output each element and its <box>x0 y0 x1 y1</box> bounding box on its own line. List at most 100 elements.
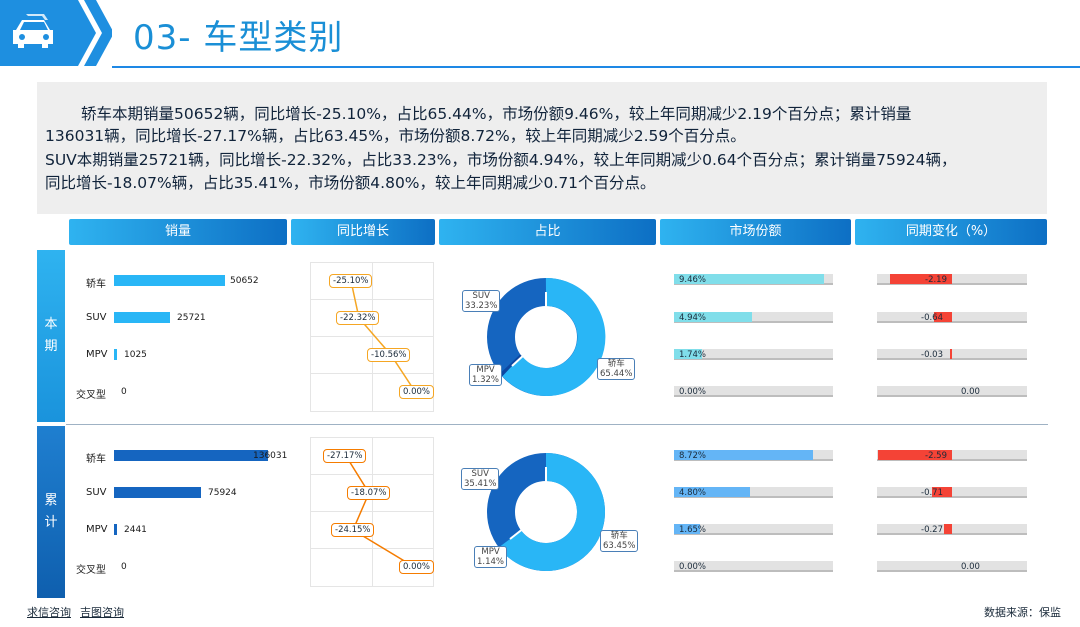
sales-value: 0 <box>121 562 127 572</box>
share-track <box>674 561 833 572</box>
category-label: 轿车 <box>86 279 106 290</box>
donut-label-sedan: 轿车 65.44% <box>597 358 636 380</box>
sales-value: 50652 <box>230 276 259 286</box>
growth-label: -10.56% <box>367 348 411 362</box>
page-title: 03- 车型类别 <box>133 18 344 58</box>
growth-label: -24.15% <box>331 523 375 537</box>
cumulative-growth-chart: -27.17% -18.07% -24.15% 0.00% <box>310 437 435 587</box>
sales-bar <box>114 275 225 286</box>
share-track <box>674 312 833 323</box>
column-header-growth: 同比增长 <box>291 219 435 245</box>
sales-bar <box>114 312 170 323</box>
share-track <box>674 386 833 397</box>
category-label: SUV <box>86 312 107 323</box>
share-bar <box>674 524 700 534</box>
column-header-change: 同期变化（%） <box>855 219 1047 245</box>
change-track <box>877 524 1027 535</box>
share-value: 0.00% <box>679 387 707 397</box>
donut-label-suv: SUV 33.23% <box>462 290 501 312</box>
category-label: 轿车 <box>86 454 106 465</box>
sales-bar <box>114 487 201 498</box>
header-banner <box>0 0 114 66</box>
sales-value: 25721 <box>177 313 206 323</box>
data-source: 数据来源：保监 <box>984 606 1061 619</box>
share-bar <box>674 312 752 322</box>
header-divider <box>112 66 1080 68</box>
column-header-sales: 销量 <box>69 219 287 245</box>
growth-line <box>345 455 417 569</box>
share-bar <box>674 450 813 460</box>
change-track <box>877 349 1027 360</box>
change-track <box>877 487 1027 498</box>
car-icon <box>0 0 114 66</box>
sales-value: 2441 <box>124 525 147 535</box>
sales-value: 1025 <box>124 350 147 360</box>
donut-chart <box>487 277 606 396</box>
footer-link-jitu[interactable]: 吉图咨询 <box>80 606 124 619</box>
sales-bar <box>114 524 117 535</box>
change-track <box>877 450 1027 461</box>
share-value: 4.94% <box>679 313 707 323</box>
share-bar <box>674 487 750 497</box>
category-label: MPV <box>86 349 108 360</box>
category-label: 交叉型 <box>76 390 106 401</box>
share-value: 8.72% <box>679 451 707 461</box>
change-bar <box>934 312 952 322</box>
share-track <box>674 524 833 535</box>
summary-box: 轿车本期销量50652辆，同比增长-25.10%，占比65.44%，市场份额9.… <box>37 82 1047 214</box>
donut-label-sedan: 轿车 63.45% <box>600 530 639 552</box>
share-bar <box>674 274 824 284</box>
share-value: 1.65% <box>679 525 707 535</box>
share-track <box>674 487 833 498</box>
sales-bar <box>114 349 117 360</box>
change-bar <box>950 349 952 359</box>
change-value: -0.03 <box>921 350 943 360</box>
sales-value: 75924 <box>208 488 237 498</box>
change-track <box>877 561 1027 572</box>
sales-bar <box>114 450 268 461</box>
growth-line <box>350 280 417 394</box>
sales-value: 0 <box>121 387 127 397</box>
growth-label: -22.32% <box>336 311 380 325</box>
summary-line: 136031辆，同比增长-27.17%辆，占比63.45%，市场份额8.72%，… <box>45 127 746 145</box>
section-label-char: 本 <box>44 317 58 332</box>
category-label: 交叉型 <box>76 565 106 576</box>
change-track <box>877 274 1027 285</box>
sales-value: 136031 <box>253 451 288 461</box>
change-bar <box>932 487 952 497</box>
section-divider <box>66 424 1048 425</box>
share-value: 9.46% <box>679 275 707 285</box>
change-value: -2.19 <box>925 275 947 285</box>
column-header-market-share: 市场份额 <box>660 219 851 245</box>
donut-label-mpv: MPV 1.14% <box>474 546 508 568</box>
change-value: 0.00 <box>961 562 980 572</box>
change-bar <box>878 450 952 460</box>
growth-label: -18.07% <box>347 486 391 500</box>
growth-label: -25.10% <box>329 274 373 288</box>
summary-line: 轿车本期销量50652辆，同比增长-25.10%，占比65.44%，市场份额9.… <box>81 105 912 123</box>
section-label-current: 本 期 <box>37 250 65 422</box>
footer-link-qiuxin[interactable]: 求信咨询 <box>27 606 71 619</box>
change-value: -0.27 <box>921 525 943 535</box>
share-value: 0.00% <box>679 562 707 572</box>
change-bar <box>944 524 952 534</box>
summary-line: SUV本期销量25721辆，同比增长-22.32%，占比33.23%，市场份额4… <box>45 151 957 169</box>
share-track <box>674 349 833 360</box>
column-header-share: 占比 <box>439 219 656 245</box>
change-value: -0.71 <box>921 488 943 498</box>
section-label-char: 期 <box>44 339 58 354</box>
change-value: -2.59 <box>925 451 947 461</box>
growth-label: -27.17% <box>323 449 367 463</box>
section-label-cumulative: 累 计 <box>37 426 65 598</box>
growth-label: 0.00% <box>399 385 435 399</box>
growth-label: 0.00% <box>399 560 435 574</box>
summary-line: 同比增长-18.07%辆，占比35.41%，市场份额4.80%，较上年同期减少0… <box>45 174 656 192</box>
donut-chart <box>487 453 605 571</box>
change-track <box>877 386 1027 397</box>
share-value: 1.74% <box>679 350 707 360</box>
change-value: 0.00 <box>961 387 980 397</box>
donut-label-suv: SUV 35.41% <box>461 468 500 490</box>
donut-label-mpv: MPV 1.32% <box>469 364 503 386</box>
category-label: MPV <box>86 524 108 535</box>
share-value: 4.80% <box>679 488 707 498</box>
